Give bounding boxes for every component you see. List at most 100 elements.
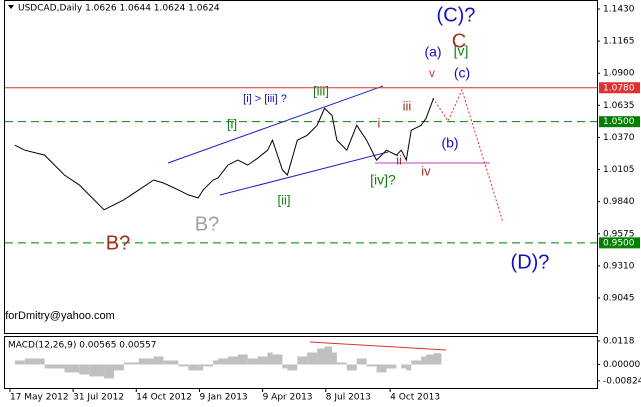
x-tick-label: 8 Jul 2013	[326, 393, 371, 403]
wave-label: [v]	[454, 43, 469, 59]
macd-bar	[24, 358, 45, 365]
macd-bar	[287, 364, 298, 371]
projection-path	[432, 88, 504, 223]
macd-bar	[267, 352, 273, 365]
macd-bar	[324, 346, 332, 365]
wave-label: (b)	[441, 135, 458, 151]
x-tick-label: 14 Oct 2012	[136, 393, 192, 403]
macd-bar	[433, 353, 442, 365]
macd-bar	[178, 364, 189, 367]
macd-bar	[188, 364, 199, 371]
price-line	[14, 98, 434, 211]
y-tick-label: 1.0105	[603, 165, 635, 175]
macd-bar	[356, 358, 367, 365]
macd-bar	[297, 356, 308, 365]
y-tick-label: 0.9840	[603, 197, 635, 207]
wave-label: v	[429, 66, 435, 80]
macd-bar	[14, 360, 25, 365]
macd-title: MACD(12,26,9) 0.00565 0.00557	[8, 341, 157, 351]
macd-bar	[317, 348, 325, 365]
x-tick-label: 17 May 2012	[10, 393, 69, 403]
macd-bar	[386, 364, 397, 369]
price-panel-frame	[4, 0, 598, 334]
macd-bar	[307, 352, 318, 365]
macd-bar	[406, 364, 412, 371]
macd-bar	[272, 354, 283, 365]
x-tick-label: 9 Jan 2013	[199, 393, 247, 403]
wave-label: B?	[195, 213, 219, 235]
y-tick-label: 1.0370	[603, 133, 635, 143]
wave-label: [i]	[227, 116, 237, 131]
level-label-box	[599, 82, 640, 94]
wave-label: ii	[396, 152, 402, 167]
macd-bar	[153, 356, 164, 365]
macd-bar	[376, 364, 387, 373]
macd-panel-frame	[4, 336, 598, 389]
macd-divergence-line	[309, 341, 447, 351]
level-label: 1.0500	[603, 117, 635, 127]
macd-bar	[247, 358, 258, 365]
chart-title: USDCAD,Daily 1.0626 1.0644 1.0624 1.0624	[18, 4, 220, 14]
macd-bar	[401, 364, 407, 369]
macd-bar	[336, 362, 347, 365]
wedge-lower-line	[219, 151, 389, 196]
wave-label: [ii]	[278, 192, 291, 207]
macd-bar	[331, 352, 337, 365]
level-label-box	[599, 116, 640, 128]
wave-label: C	[452, 30, 466, 52]
macd-bar	[227, 356, 238, 365]
macd-bar	[203, 364, 214, 367]
wave-label: (C)?	[437, 4, 476, 26]
level-label: 0.9500	[603, 238, 635, 248]
wave-label: [iv]?	[370, 172, 396, 188]
y-tick-label: 0.0118	[603, 336, 635, 346]
macd-bar	[426, 354, 434, 365]
wedge-upper-line	[167, 85, 384, 164]
x-tick-label: 9 Apr 2013	[263, 393, 313, 403]
level-label-box	[599, 237, 640, 249]
macd-bar	[123, 362, 139, 365]
macd-bar	[237, 354, 248, 365]
macd-bar	[104, 364, 114, 379]
wave-label: [i] > [iii] ?	[243, 93, 287, 105]
y-tick-label: 0.00000	[603, 360, 640, 370]
wave-label: (a)	[424, 44, 441, 60]
y-tick-label: -0.00824	[603, 376, 641, 386]
wave-label: forDmitry@yahoo.com	[5, 310, 115, 322]
y-tick-label: 0.9045	[603, 293, 635, 303]
level-label: 1.0780	[603, 83, 635, 93]
macd-bar	[89, 364, 105, 377]
macd-bar	[213, 360, 219, 365]
y-tick-label: 1.1430	[603, 4, 635, 14]
macd-bar	[64, 364, 80, 373]
macd-bar	[163, 360, 179, 365]
macd-bar	[113, 364, 124, 371]
wave-label: iv	[421, 163, 431, 178]
y-tick-label: 1.0635	[603, 101, 635, 111]
y-tick-label: 0.9310	[603, 261, 635, 271]
macd-bar	[346, 364, 357, 371]
macd-bar	[411, 360, 422, 365]
y-tick-label: 1.0900	[603, 69, 635, 79]
wave-label: [iii]	[313, 83, 329, 98]
wave-label: iii	[403, 98, 412, 113]
x-tick-label: 31 Jul 2012	[73, 393, 124, 403]
macd-bar	[198, 364, 204, 371]
macd-bar	[44, 364, 65, 369]
menu-arrow	[8, 5, 14, 9]
macd-bar	[282, 364, 288, 369]
wave-label: i	[378, 115, 381, 130]
macd-bar	[366, 364, 377, 367]
y-tick-label: 0.9575	[603, 229, 635, 239]
y-tick-label: 1.1165	[603, 37, 635, 47]
wave-label: (D)?	[511, 251, 550, 273]
wave-label: B?	[106, 232, 130, 254]
macd-bar	[421, 356, 427, 365]
macd-bar	[257, 356, 268, 365]
macd-bar	[79, 364, 90, 375]
macd-bar	[218, 358, 228, 365]
x-tick-label: 4 Oct 2013	[390, 393, 440, 403]
wave-label: (c)	[454, 65, 470, 81]
